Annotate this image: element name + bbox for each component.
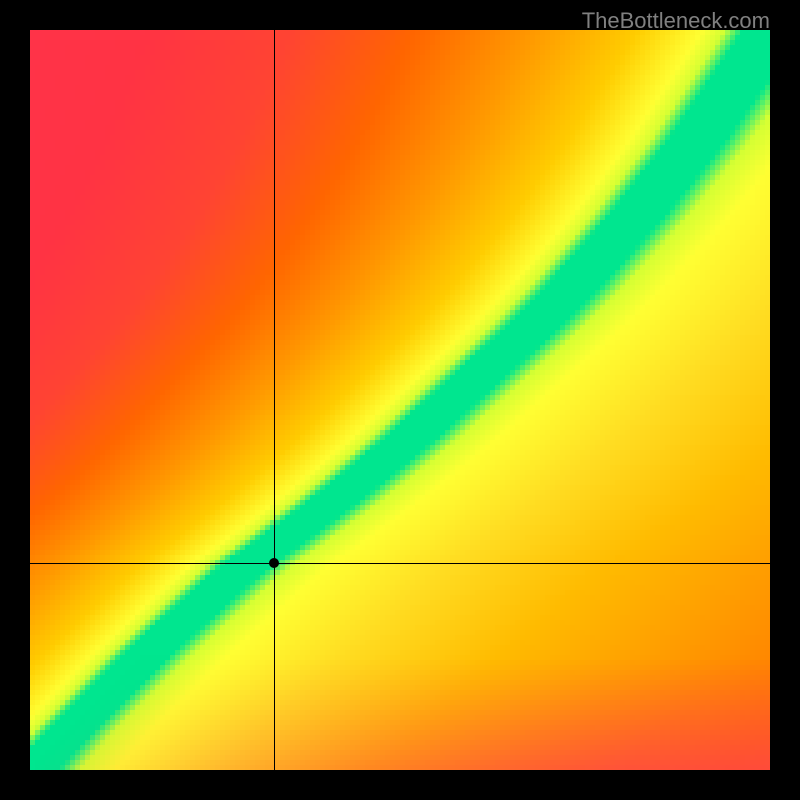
attribution-text: TheBottleneck.com [582,8,770,34]
data-point-marker [269,558,279,568]
plot-area [30,30,770,770]
heatmap-canvas [30,30,770,770]
chart-container: TheBottleneck.com [0,0,800,800]
crosshair-vertical [274,30,275,770]
crosshair-horizontal [30,563,770,564]
